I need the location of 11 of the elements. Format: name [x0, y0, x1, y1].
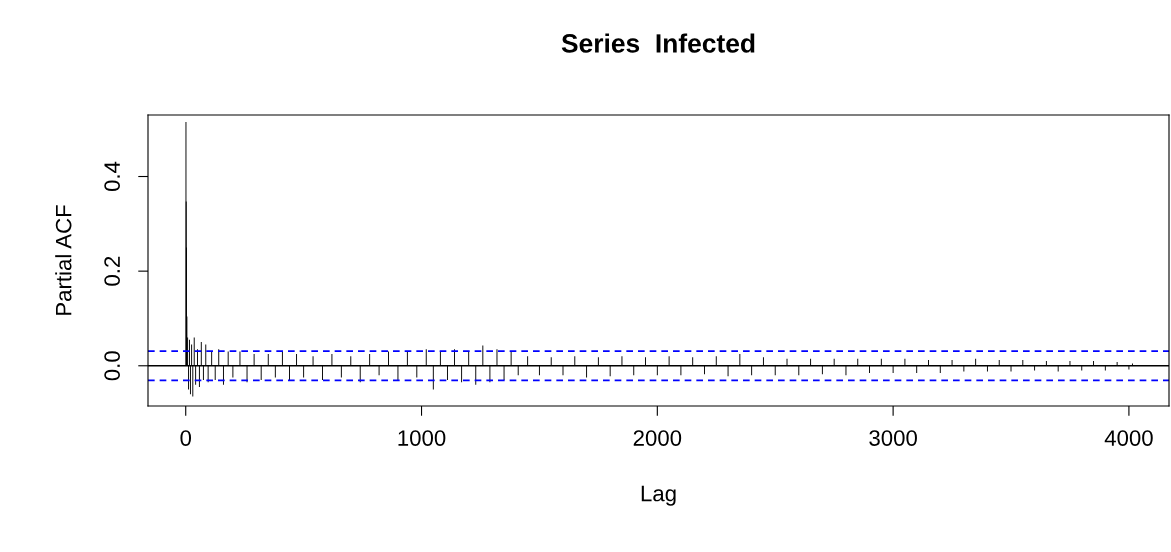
x-tick-label: 1000 — [398, 430, 446, 446]
x-tick-label: 0 — [180, 430, 192, 446]
x-tick-label: 3000 — [869, 430, 917, 446]
y-tick-label: 0.0 — [104, 351, 120, 381]
y-axis-title: Partial ACF — [55, 205, 72, 315]
y-tick-label: 0.2 — [104, 256, 120, 286]
x-tick-label: 2000 — [633, 430, 682, 446]
x-tick-label: 4000 — [1104, 430, 1153, 446]
y-tick-label: 0.4 — [104, 161, 120, 192]
chart-title: Series Infected — [561, 33, 755, 53]
x-axis-title: Lag — [641, 485, 676, 506]
